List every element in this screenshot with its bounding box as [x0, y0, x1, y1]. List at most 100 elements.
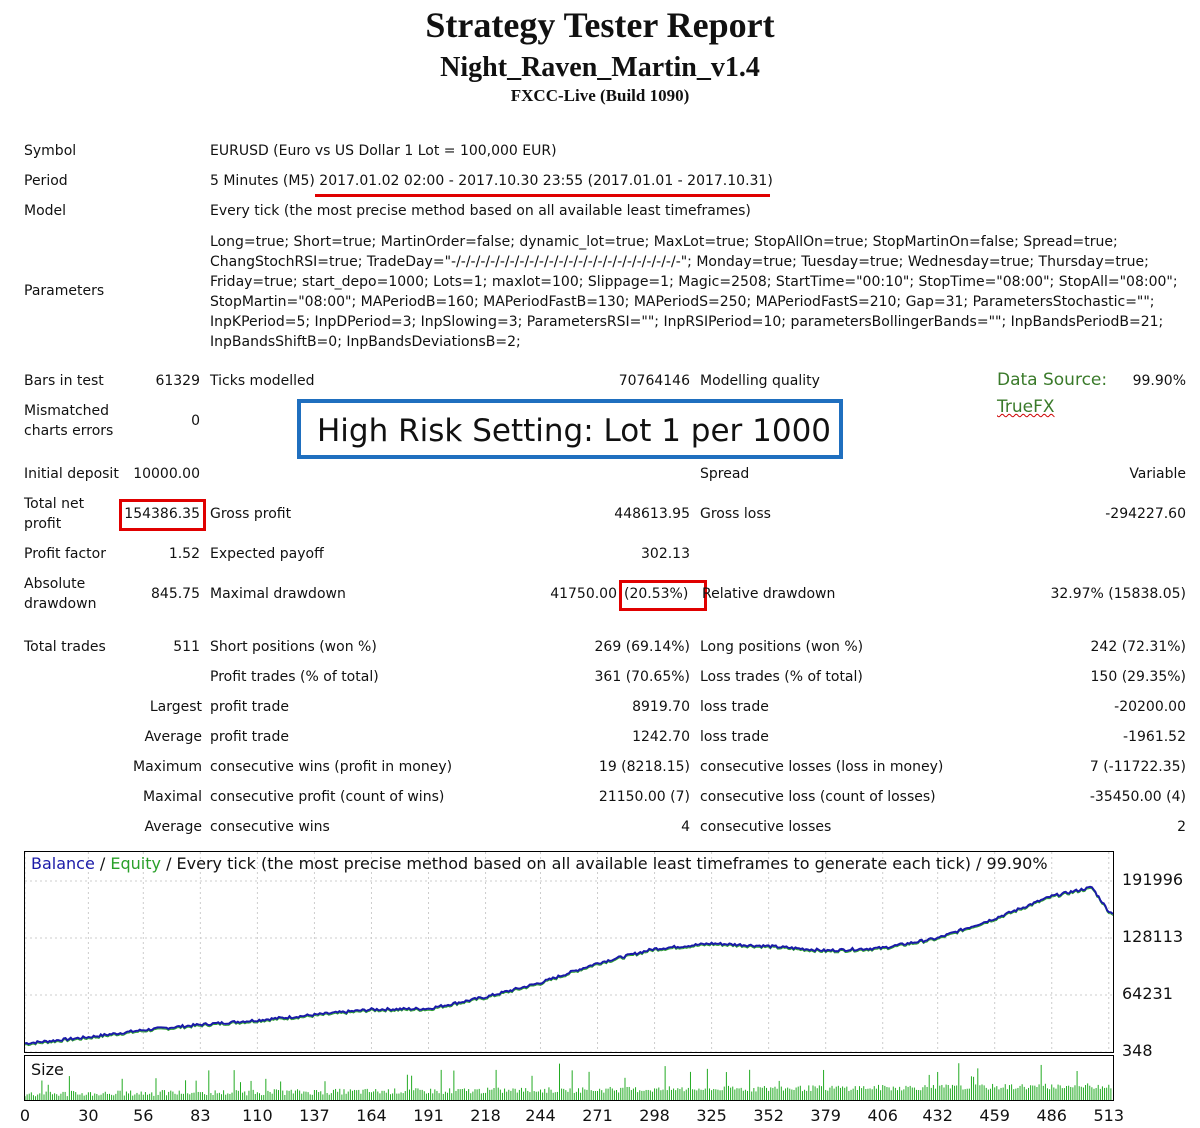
report-title: Strategy Tester Report — [425, 5, 775, 45]
x-tick-label: 513 — [1093, 1106, 1125, 1125]
parameters-label: Parameters — [24, 283, 105, 299]
symbol-value: EURUSD (Euro vs US Dollar 1 Lot = 100,00… — [210, 143, 557, 159]
average-label: Average — [144, 729, 203, 745]
loss-trades-label: Loss trades (% of total) — [700, 669, 863, 685]
max-losses-value: 7 (-11722.35) — [1089, 759, 1186, 775]
pf-label: Profit factor — [24, 546, 106, 562]
max-wins-value: 19 (8218.15) — [598, 759, 690, 775]
largest-loss-label: loss trade — [700, 699, 769, 715]
netprofit-highlight — [119, 499, 206, 531]
initial-value: 10000.00 — [133, 466, 200, 482]
x-tick-label: 352 — [753, 1106, 784, 1125]
x-tick-label: 271 — [582, 1106, 613, 1125]
spread-value: Variable — [1129, 466, 1186, 482]
y-tick-label: 348 — [1122, 1041, 1153, 1060]
mismatched-label-2: charts errors — [24, 423, 114, 439]
pf-value: 1.52 — [168, 546, 200, 562]
x-tick-label: 164 — [356, 1106, 387, 1125]
y-tick-label: 191996 — [1122, 870, 1184, 889]
average-profit-value: 1242.70 — [632, 729, 690, 745]
average-loss-value: -1961.52 — [1123, 729, 1186, 745]
model-value: Every tick (the most precise method base… — [210, 203, 751, 219]
period-range: 2017.01.02 02:00 - 2017.10.30 23:55 (201… — [319, 173, 773, 189]
netprofit-label-2: profit — [24, 516, 62, 532]
maximum-label: Maximum — [133, 759, 202, 775]
x-tick-label: 298 — [639, 1106, 670, 1125]
avg-losses-label: consecutive losses — [700, 819, 832, 835]
quality-label: Modelling quality — [700, 373, 820, 389]
x-tick-label: 379 — [810, 1106, 841, 1125]
chart-legend: Balance / Equity / Every tick (the most … — [31, 854, 1048, 873]
avg-wins-label: consecutive wins — [210, 819, 330, 835]
maxdd-pct: (20.53%) — [624, 586, 689, 602]
server-name: FXCC-Live (Build 1090) — [510, 86, 690, 105]
legend-equity: Equity — [110, 854, 161, 873]
x-tick-label: 244 — [525, 1106, 556, 1125]
risk-annotation-box: High Risk Setting: Lot 1 per 1000 — [297, 399, 843, 459]
long-value: 242 (72.31%) — [1090, 639, 1186, 655]
short-value: 269 (69.14%) — [594, 639, 690, 655]
period-label: Period — [24, 173, 68, 189]
param-line: StopMartin="08:00"; MAPeriodB=160; MAPer… — [210, 294, 1155, 310]
bars-label: Bars in test — [24, 373, 104, 389]
average2-label: Average — [144, 819, 203, 835]
mismatched-label-1: Mismatched — [24, 403, 110, 419]
netprofit-label-1: Total net — [24, 496, 85, 512]
maxdd-label: Maximal drawdown — [210, 586, 346, 602]
reldd-label: Relative drawdown — [702, 586, 836, 602]
maximal-label: Maximal — [143, 789, 202, 805]
short-label: Short positions (won %) — [210, 639, 377, 655]
x-tick-label: 191 — [413, 1106, 444, 1125]
ticks-label: Ticks modelled — [210, 373, 315, 389]
x-tick-label: 406 — [867, 1106, 898, 1125]
quality-value: 99.90% — [1132, 373, 1186, 389]
absdd-label-1: Absolute — [24, 576, 86, 592]
size-label: Size — [31, 1060, 64, 1079]
payoff-value: 302.13 — [641, 546, 690, 562]
largest-profit-value: 8919.70 — [632, 699, 690, 715]
y-tick-label: 64231 — [1122, 983, 1173, 1003]
grossloss-value: -294227.60 — [1105, 506, 1186, 522]
param-line: Friday=true; start_depo=1000; Lots=1; ma… — [210, 274, 1178, 290]
period-underline — [315, 194, 770, 197]
trades-label: Total trades — [24, 639, 106, 655]
risk-annotation-text: High Risk Setting: Lot 1 per 1000 — [317, 413, 832, 449]
profit-trades-label: Profit trades (% of total) — [210, 669, 379, 685]
size-chart-svg — [25, 1063, 1112, 1100]
reldd-value: 32.97% (15838.05) — [1050, 586, 1186, 602]
avg-losses-value: 2 — [1177, 819, 1186, 835]
period-prefix: 5 Minutes (M5) — [210, 173, 315, 189]
x-tick-label: 137 — [299, 1106, 330, 1125]
trades-value: 511 — [173, 639, 200, 655]
maximal-loss-label: consecutive loss (count of losses) — [700, 789, 936, 805]
data-source-value: TrueFX — [997, 397, 1055, 417]
maximal-profit-label: consecutive profit (count of wins) — [210, 789, 445, 805]
size-chart: Size — [24, 1055, 1114, 1101]
expert-name: Night_Raven_Martin_v1.4 — [440, 52, 760, 83]
largest-loss-value: -20200.00 — [1114, 699, 1186, 715]
balance-chart: Balance / Equity / Every tick (the most … — [24, 851, 1114, 1053]
loss-trades-value: 150 (29.35%) — [1090, 669, 1186, 685]
average-loss-label: loss trade — [700, 729, 769, 745]
profit-trades-value: 361 (70.65%) — [594, 669, 690, 685]
x-tick-label: 218 — [470, 1106, 501, 1125]
average-profit-label: profit trade — [210, 729, 289, 745]
grossprofit-value: 448613.95 — [614, 506, 690, 522]
model-label: Model — [24, 203, 67, 219]
max-losses-label: consecutive losses (loss in money) — [700, 759, 944, 775]
x-tick-label: 110 — [242, 1106, 273, 1125]
x-tick-label: 83 — [190, 1106, 211, 1125]
bars-value: 61329 — [155, 373, 200, 389]
payoff-label: Expected payoff — [210, 546, 324, 562]
data-source-label: Data Source: — [997, 370, 1108, 390]
maximal-profit-value: 21150.00 (7) — [598, 789, 690, 805]
maxdd-pct-highlight — [619, 580, 707, 611]
initial-label: Initial deposit — [24, 466, 119, 482]
max-wins-label: consecutive wins (profit in money) — [210, 759, 453, 775]
mismatched-value: 0 — [191, 413, 200, 429]
largest-label: Largest — [149, 699, 202, 715]
x-tick-label: 432 — [922, 1106, 953, 1125]
param-line: Long=true; Short=true; MartinOrder=false… — [210, 234, 1118, 250]
balance-line — [25, 885, 1113, 1046]
grossprofit-label: Gross profit — [210, 506, 292, 522]
